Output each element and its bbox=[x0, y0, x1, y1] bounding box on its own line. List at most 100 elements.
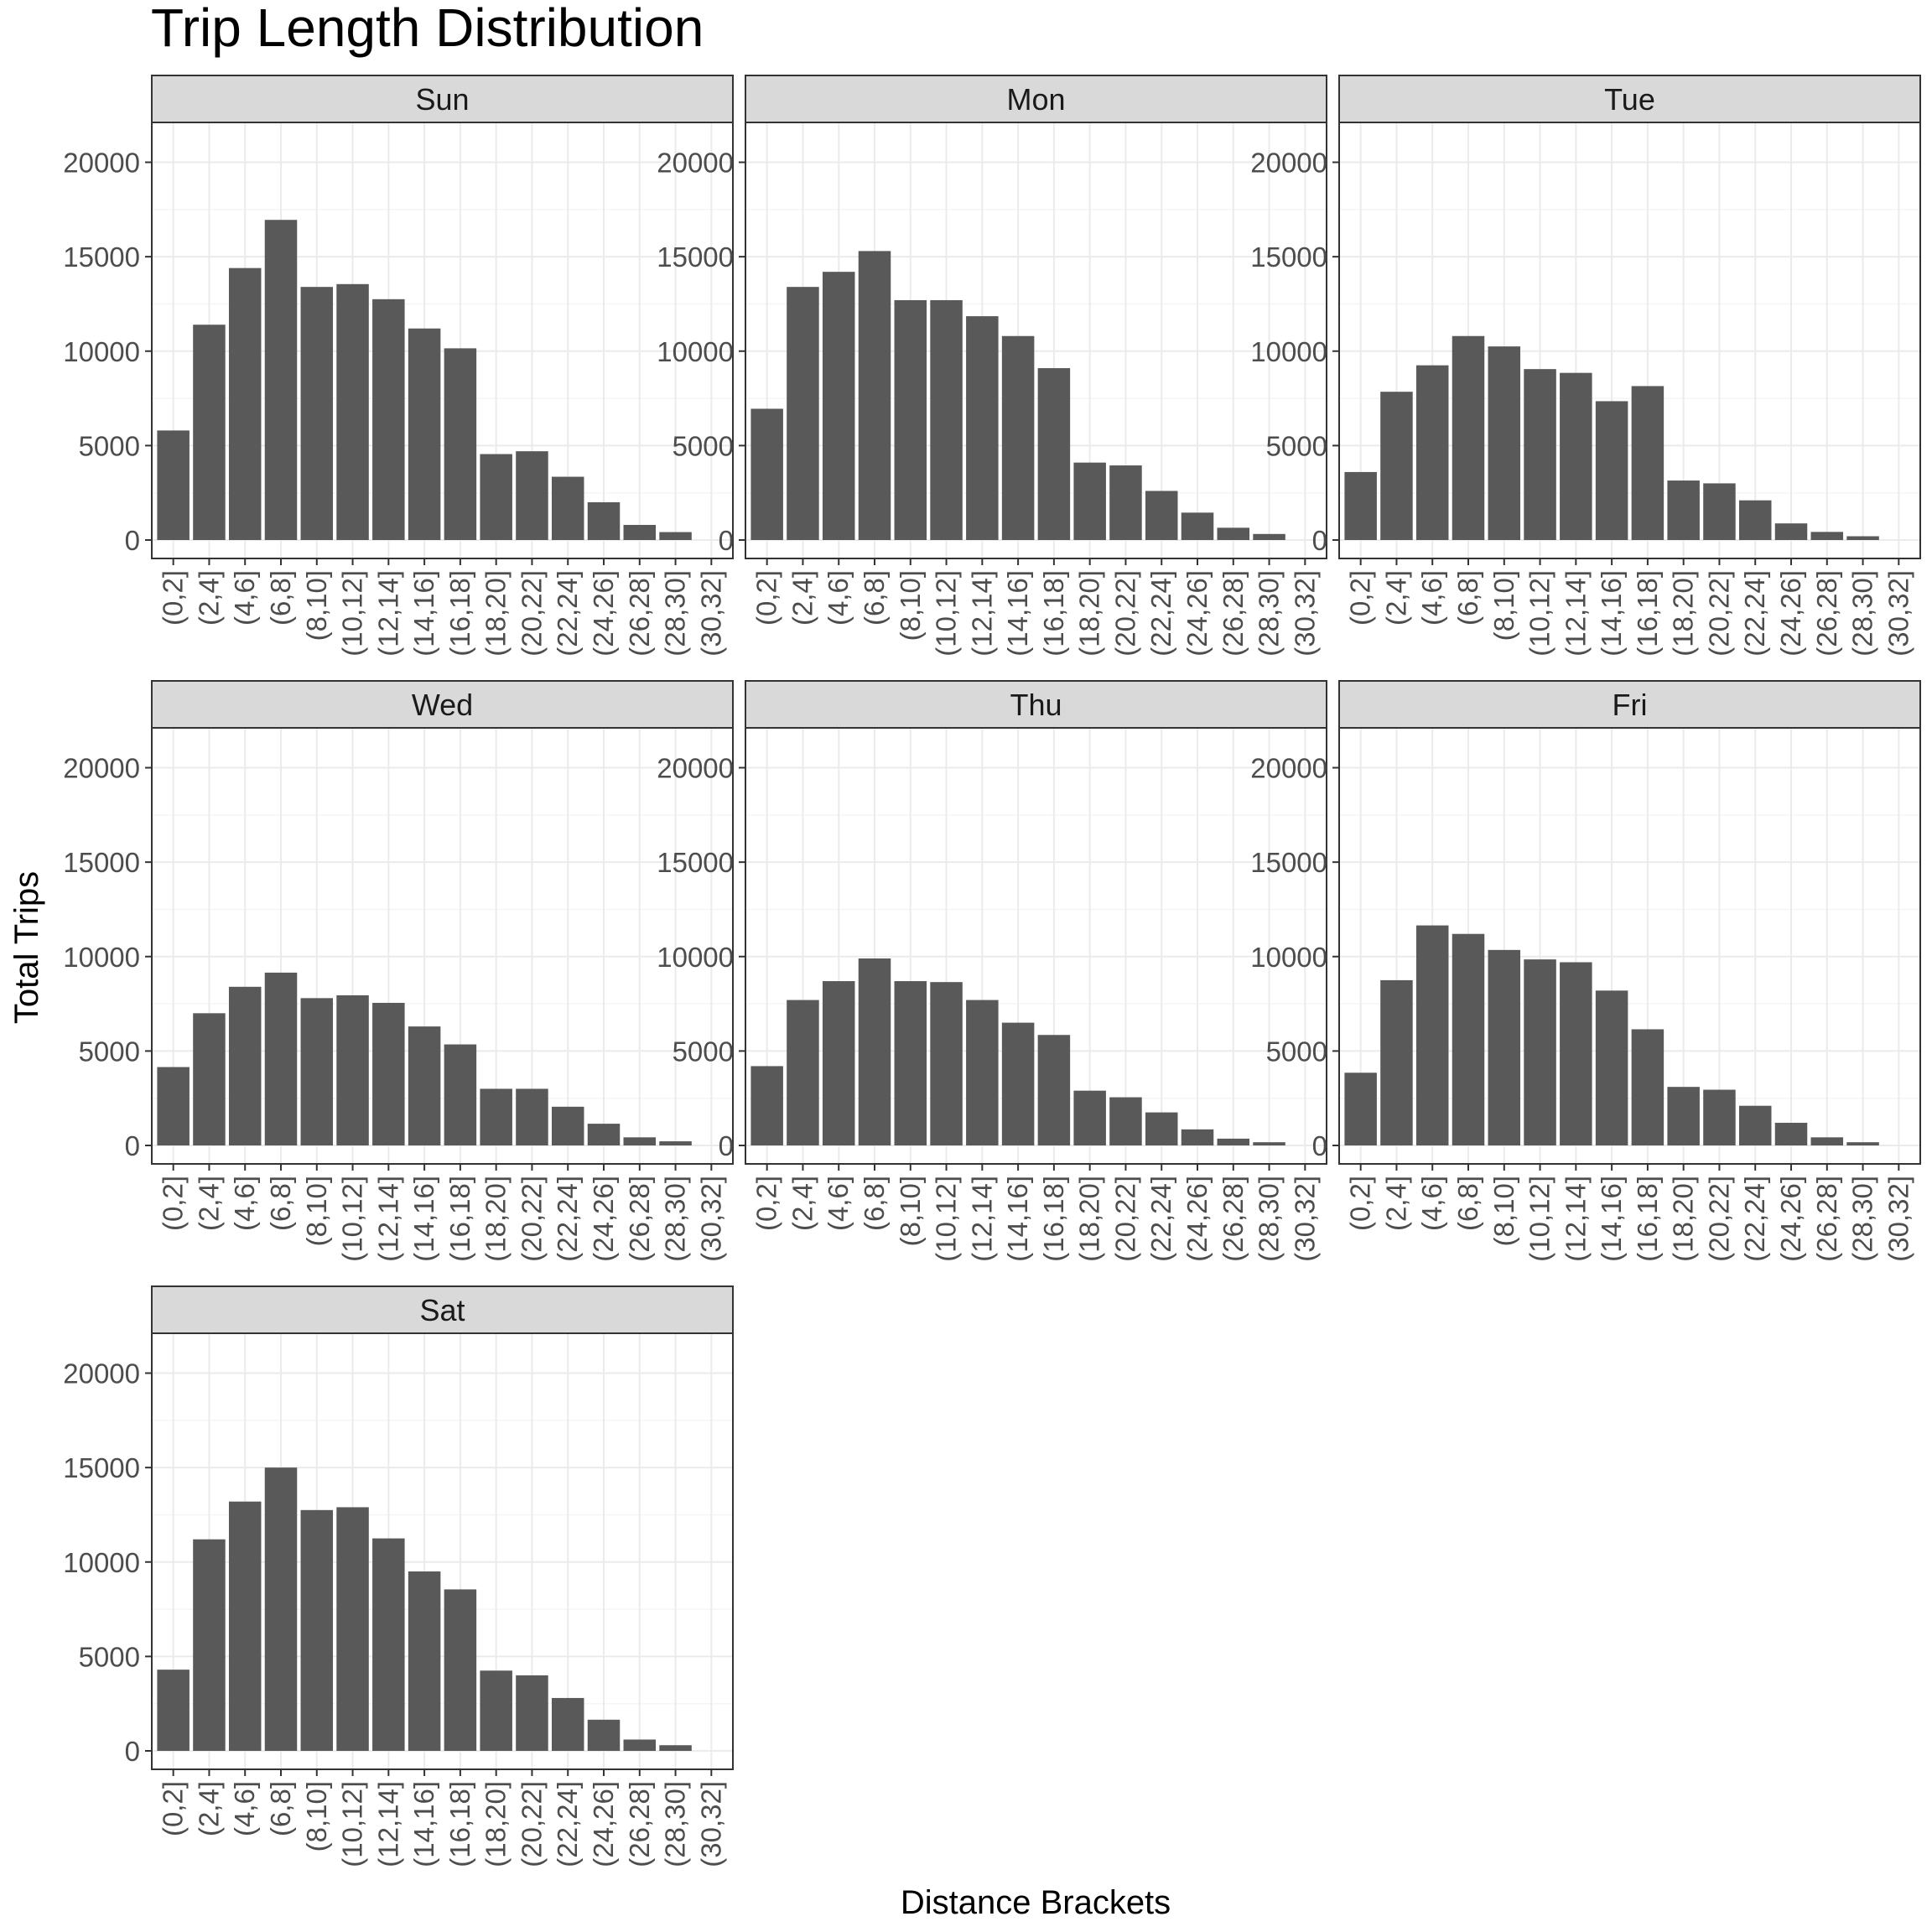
panel-border bbox=[151, 727, 734, 1165]
x-tick-label: (16,18] bbox=[444, 1176, 475, 1262]
x-tick-label: (28,30] bbox=[1254, 1176, 1285, 1262]
bar-sat-12 bbox=[587, 1719, 621, 1751]
bar-thu-10 bbox=[1109, 1097, 1142, 1145]
x-tick-label: (10,12] bbox=[1524, 1176, 1555, 1262]
bar-tue-4 bbox=[1488, 346, 1521, 540]
x-tick-label: (30,32] bbox=[1289, 570, 1320, 657]
x-tick-label: (0,2] bbox=[158, 1781, 189, 1836]
x-tick-label: (6,8] bbox=[859, 1176, 890, 1231]
bar-sat-13 bbox=[623, 1739, 657, 1751]
bar-sat-14 bbox=[659, 1745, 692, 1751]
bar-sun-9 bbox=[480, 454, 512, 540]
x-tick-label: (8,10] bbox=[301, 570, 332, 641]
bar-tue-1 bbox=[1380, 392, 1413, 540]
bar-sun-7 bbox=[408, 328, 441, 540]
bar-fri-6 bbox=[1560, 962, 1592, 1145]
x-tick-label: (4,6] bbox=[1416, 570, 1447, 626]
x-tick-label: (26,28] bbox=[1811, 570, 1842, 657]
x-tick-label: (4,6] bbox=[823, 1176, 854, 1231]
bar-sat-5 bbox=[336, 1507, 369, 1751]
x-tick-label: (10,12] bbox=[931, 570, 962, 657]
facet-strip bbox=[151, 1285, 734, 1334]
bar-wed-10 bbox=[516, 1088, 548, 1145]
bar-sun-13 bbox=[623, 524, 657, 540]
x-tick-label: (30,32] bbox=[1883, 570, 1914, 657]
bar-mon-13 bbox=[1217, 527, 1250, 540]
bar-sat-6 bbox=[372, 1538, 405, 1751]
bar-wed-11 bbox=[551, 1106, 584, 1145]
x-tick-label: (24,26] bbox=[1775, 570, 1806, 657]
bar-thu-7 bbox=[1001, 1022, 1035, 1145]
x-tick-label: (10,12] bbox=[337, 1176, 368, 1262]
x-tick-label: (20,22] bbox=[1109, 1176, 1140, 1262]
x-tick-label: (6,8] bbox=[265, 1781, 296, 1836]
bar-sun-3 bbox=[264, 220, 298, 540]
x-tick-label: (26,28] bbox=[624, 1781, 655, 1867]
facet-strip bbox=[745, 75, 1327, 123]
bar-fri-7 bbox=[1595, 990, 1628, 1145]
x-tick-label: (24,26] bbox=[1182, 570, 1213, 657]
bar-fri-11 bbox=[1738, 1105, 1772, 1145]
y-tick-label: 15000 bbox=[63, 847, 140, 878]
y-tick-label: 0 bbox=[125, 1736, 140, 1767]
x-tick-label: (18,20] bbox=[1668, 570, 1699, 657]
facet-panel-sat: Sat 0 5000 10000 15000 20000 (0,2] (2,4] (4,6] (6… bbox=[63, 1285, 734, 1867]
x-tick-label: (28,30] bbox=[1254, 570, 1285, 657]
facet-strip-label: Sun bbox=[415, 82, 469, 117]
bar-wed-0 bbox=[157, 1067, 190, 1145]
x-tick-label: (30,32] bbox=[1883, 1176, 1914, 1262]
x-tick-label: (24,26] bbox=[1182, 1176, 1213, 1262]
x-tick-label: (18,20] bbox=[480, 570, 512, 657]
x-tick-label: (8,10] bbox=[895, 570, 926, 641]
bar-tue-9 bbox=[1667, 480, 1700, 540]
bar-mon-0 bbox=[750, 408, 783, 540]
bar-wed-7 bbox=[408, 1026, 441, 1145]
x-tick-label: (4,6] bbox=[823, 570, 854, 626]
bar-fri-13 bbox=[1810, 1137, 1844, 1145]
facet-strip bbox=[745, 680, 1327, 729]
x-tick-label: (22,24] bbox=[552, 1176, 583, 1262]
bar-wed-1 bbox=[193, 1013, 226, 1145]
chart-title: Trip Length Distribution bbox=[151, 0, 704, 58]
bar-wed-12 bbox=[587, 1124, 621, 1145]
x-tick-label: (12,14] bbox=[966, 570, 997, 657]
bar-sat-10 bbox=[516, 1675, 548, 1751]
y-tick-label: 0 bbox=[1312, 525, 1327, 556]
x-tick-label: (24,26] bbox=[1775, 1176, 1806, 1262]
facet-strip-label: Fri bbox=[1613, 688, 1648, 722]
x-tick-label: (2,4] bbox=[193, 1176, 224, 1231]
x-tick-label: (20,22] bbox=[1703, 570, 1734, 657]
x-tick-label: (10,12] bbox=[337, 570, 368, 657]
bar-tue-5 bbox=[1524, 369, 1556, 540]
x-tick-label: (6,8] bbox=[859, 570, 890, 626]
bar-fri-9 bbox=[1667, 1087, 1700, 1145]
x-tick-label: (22,24] bbox=[1739, 1176, 1770, 1262]
bar-sat-2 bbox=[228, 1501, 262, 1751]
x-tick-label: (8,10] bbox=[1488, 570, 1519, 641]
bar-tue-3 bbox=[1452, 335, 1485, 540]
x-tick-label: (22,24] bbox=[1145, 1176, 1176, 1262]
x-tick-label: (8,10] bbox=[895, 1176, 926, 1246]
x-tick-label: (14,16] bbox=[408, 1781, 439, 1867]
bar-wed-8 bbox=[444, 1044, 477, 1145]
bar-tue-0 bbox=[1344, 471, 1377, 540]
x-tick-label: (24,26] bbox=[588, 1781, 619, 1867]
bar-mon-7 bbox=[1001, 335, 1035, 540]
y-tick-label: 15000 bbox=[1250, 847, 1327, 878]
facet-panel-thu: Thu 0 5000 10000 15000 20000 (0,2] (2,4] (4,6] (6… bbox=[657, 680, 1327, 1262]
x-tick-label: (26,28] bbox=[624, 1176, 655, 1262]
bar-fri-12 bbox=[1774, 1122, 1808, 1145]
bar-sat-8 bbox=[444, 1589, 477, 1751]
x-tick-label: (2,4] bbox=[787, 570, 818, 626]
bar-thu-9 bbox=[1073, 1090, 1106, 1145]
x-tick-label: (4,6] bbox=[229, 1176, 260, 1231]
x-tick-label: (8,10] bbox=[1488, 1176, 1519, 1246]
y-tick-label: 15000 bbox=[63, 1452, 140, 1483]
x-tick-label: (12,14] bbox=[372, 1781, 403, 1867]
bar-sat-4 bbox=[300, 1509, 334, 1751]
x-tick-label: (12,14] bbox=[1560, 570, 1591, 657]
bar-fri-4 bbox=[1488, 949, 1521, 1145]
x-tick-label: (6,8] bbox=[265, 570, 296, 626]
y-tick-label: 20000 bbox=[63, 1358, 140, 1389]
x-tick-label: (18,20] bbox=[1074, 570, 1105, 657]
